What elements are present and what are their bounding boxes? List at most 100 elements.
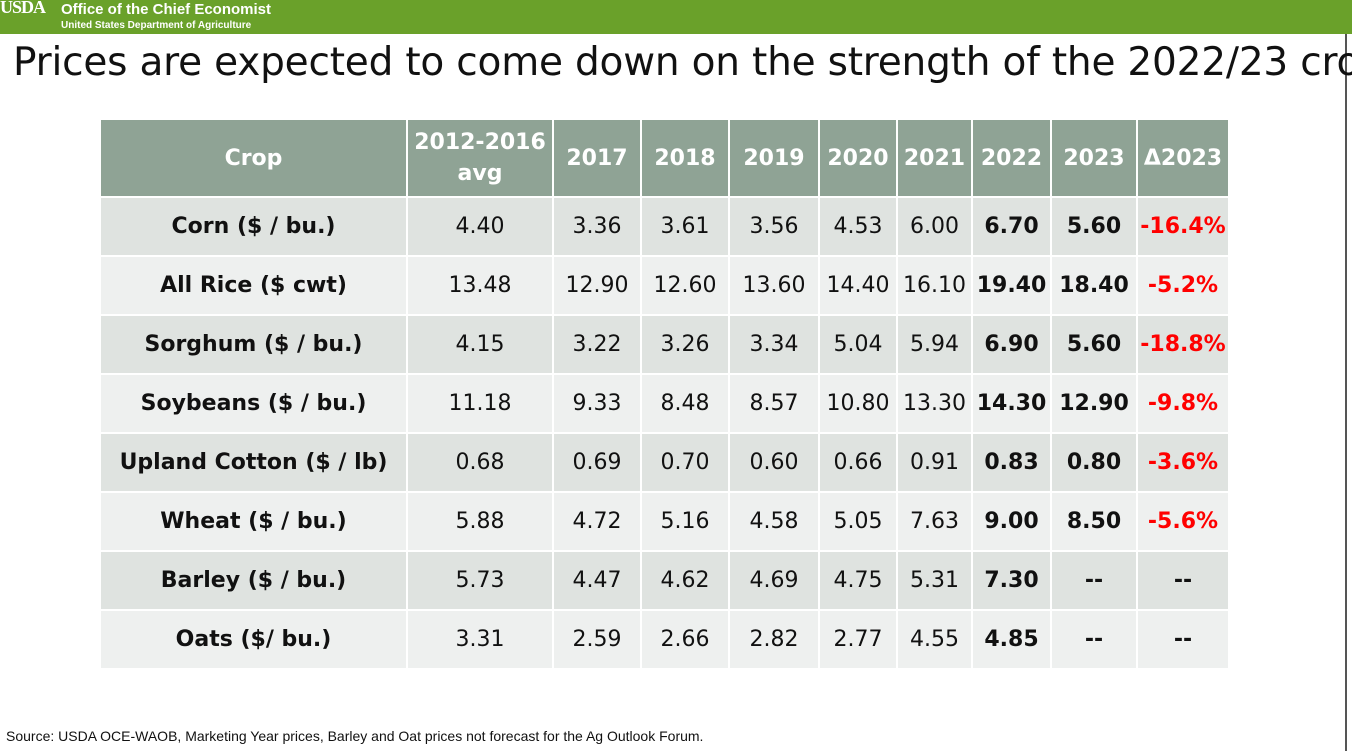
cell-2019: 3.56 xyxy=(728,196,820,257)
cell-2022: 14.30 xyxy=(971,373,1052,434)
cell-2023: 8.50 xyxy=(1050,491,1138,552)
cell-2021: 5.31 xyxy=(896,550,973,611)
cell-2021: 16.10 xyxy=(896,255,973,316)
office-name: Office of the Chief Economist xyxy=(61,1,272,18)
cell-2018: 0.70 xyxy=(640,432,730,493)
cell-crop: Sorghum ($ / bu.) xyxy=(99,314,408,375)
cell-2021: 5.94 xyxy=(896,314,973,375)
usda-logo: USDA xyxy=(0,0,46,17)
cell-2017: 3.22 xyxy=(552,314,642,375)
cell-2017: 2.59 xyxy=(552,609,642,670)
cell-crop: All Rice ($ cwt) xyxy=(99,255,408,316)
cell-2018: 4.62 xyxy=(640,550,730,611)
source-note: Source: USDA OCE-WAOB, Marketing Year pr… xyxy=(6,728,704,744)
cell-2023: -- xyxy=(1050,609,1138,670)
cell-2021: 0.91 xyxy=(896,432,973,493)
header-bar: USDA Office of the Chief Economist Unite… xyxy=(0,0,1352,34)
cell-delta: -- xyxy=(1136,609,1230,670)
cell-2017: 9.33 xyxy=(552,373,642,434)
table-row: Oats ($/ bu.) 3.31 2.59 2.66 2.82 2.77 4… xyxy=(99,609,1230,670)
header-2023: 2023 xyxy=(1050,118,1138,198)
header-avg-line2: avg xyxy=(457,161,503,186)
cell-crop: Corn ($ / bu.) xyxy=(99,196,408,257)
cell-2018: 12.60 xyxy=(640,255,730,316)
cell-delta: -5.6% xyxy=(1136,491,1230,552)
cell-2019: 4.69 xyxy=(728,550,820,611)
cell-2022: 7.30 xyxy=(971,550,1052,611)
cell-2022: 19.40 xyxy=(971,255,1052,316)
cell-crop: Oats ($/ bu.) xyxy=(99,609,408,670)
cell-delta: -3.6% xyxy=(1136,432,1230,493)
crop-price-table: Crop 2012-2016 avg 2017 2018 2019 2020 20… xyxy=(99,118,1230,670)
cell-avg: 13.48 xyxy=(406,255,554,316)
header-2022: 2022 xyxy=(971,118,1052,198)
cell-2022: 6.90 xyxy=(971,314,1052,375)
table-row: Upland Cotton ($ / lb) 0.68 0.69 0.70 0.… xyxy=(99,432,1230,493)
header-2019: 2019 xyxy=(728,118,820,198)
cell-2017: 4.72 xyxy=(552,491,642,552)
cell-avg: 5.88 xyxy=(406,491,554,552)
cell-2023: 5.60 xyxy=(1050,196,1138,257)
cell-2018: 2.66 xyxy=(640,609,730,670)
cell-avg: 11.18 xyxy=(406,373,554,434)
cell-delta: -5.2% xyxy=(1136,255,1230,316)
cell-2022: 0.83 xyxy=(971,432,1052,493)
slide-edge-divider xyxy=(1345,34,1347,751)
cell-2021: 7.63 xyxy=(896,491,973,552)
cell-2019: 3.34 xyxy=(728,314,820,375)
header-2018: 2018 xyxy=(640,118,730,198)
cell-avg: 3.31 xyxy=(406,609,554,670)
cell-2020: 2.77 xyxy=(818,609,898,670)
cell-delta: -- xyxy=(1136,550,1230,611)
cell-2018: 3.26 xyxy=(640,314,730,375)
cell-2018: 3.61 xyxy=(640,196,730,257)
header-avg-line1: 2012-2016 xyxy=(414,130,546,155)
cell-2017: 3.36 xyxy=(552,196,642,257)
cell-delta: -16.4% xyxy=(1136,196,1230,257)
cell-crop: Upland Cotton ($ / lb) xyxy=(99,432,408,493)
header-2012-2016-avg: 2012-2016 avg xyxy=(406,118,554,198)
cell-crop: Soybeans ($ / bu.) xyxy=(99,373,408,434)
cell-2023: 0.80 xyxy=(1050,432,1138,493)
cell-crop: Wheat ($ / bu.) xyxy=(99,491,408,552)
table-row: All Rice ($ cwt) 13.48 12.90 12.60 13.60… xyxy=(99,255,1230,316)
cell-2020: 4.53 xyxy=(818,196,898,257)
table-header-row: Crop 2012-2016 avg 2017 2018 2019 2020 20… xyxy=(99,118,1230,198)
header-delta-2023: Δ2023 xyxy=(1136,118,1230,198)
cell-avg: 0.68 xyxy=(406,432,554,493)
cell-2017: 12.90 xyxy=(552,255,642,316)
cell-2022: 6.70 xyxy=(971,196,1052,257)
cell-2017: 0.69 xyxy=(552,432,642,493)
cell-2017: 4.47 xyxy=(552,550,642,611)
cell-2022: 9.00 xyxy=(971,491,1052,552)
table-row: Wheat ($ / bu.) 5.88 4.72 5.16 4.58 5.05… xyxy=(99,491,1230,552)
cell-2023: 18.40 xyxy=(1050,255,1138,316)
cell-2022: 4.85 xyxy=(971,609,1052,670)
cell-2019: 2.82 xyxy=(728,609,820,670)
header-2021: 2021 xyxy=(896,118,973,198)
table-row: Sorghum ($ / bu.) 4.15 3.22 3.26 3.34 5.… xyxy=(99,314,1230,375)
cell-2021: 4.55 xyxy=(896,609,973,670)
cell-2021: 6.00 xyxy=(896,196,973,257)
header-crop: Crop xyxy=(99,118,408,198)
cell-2023: 12.90 xyxy=(1050,373,1138,434)
department-name: United States Department of Agriculture xyxy=(61,20,252,31)
slide-title: Prices are expected to come down on the … xyxy=(13,40,1352,85)
table-row: Corn ($ / bu.) 4.40 3.36 3.61 3.56 4.53 … xyxy=(99,196,1230,257)
cell-2019: 13.60 xyxy=(728,255,820,316)
cell-2019: 4.58 xyxy=(728,491,820,552)
cell-delta: -18.8% xyxy=(1136,314,1230,375)
cell-2020: 14.40 xyxy=(818,255,898,316)
header-2017: 2017 xyxy=(552,118,642,198)
cell-2018: 5.16 xyxy=(640,491,730,552)
cell-2019: 8.57 xyxy=(728,373,820,434)
table-row: Barley ($ / bu.) 5.73 4.47 4.62 4.69 4.7… xyxy=(99,550,1230,611)
cell-avg: 4.15 xyxy=(406,314,554,375)
cell-2020: 5.04 xyxy=(818,314,898,375)
cell-2020: 0.66 xyxy=(818,432,898,493)
cell-2019: 0.60 xyxy=(728,432,820,493)
cell-2020: 10.80 xyxy=(818,373,898,434)
cell-crop: Barley ($ / bu.) xyxy=(99,550,408,611)
cell-avg: 4.40 xyxy=(406,196,554,257)
cell-2023: 5.60 xyxy=(1050,314,1138,375)
